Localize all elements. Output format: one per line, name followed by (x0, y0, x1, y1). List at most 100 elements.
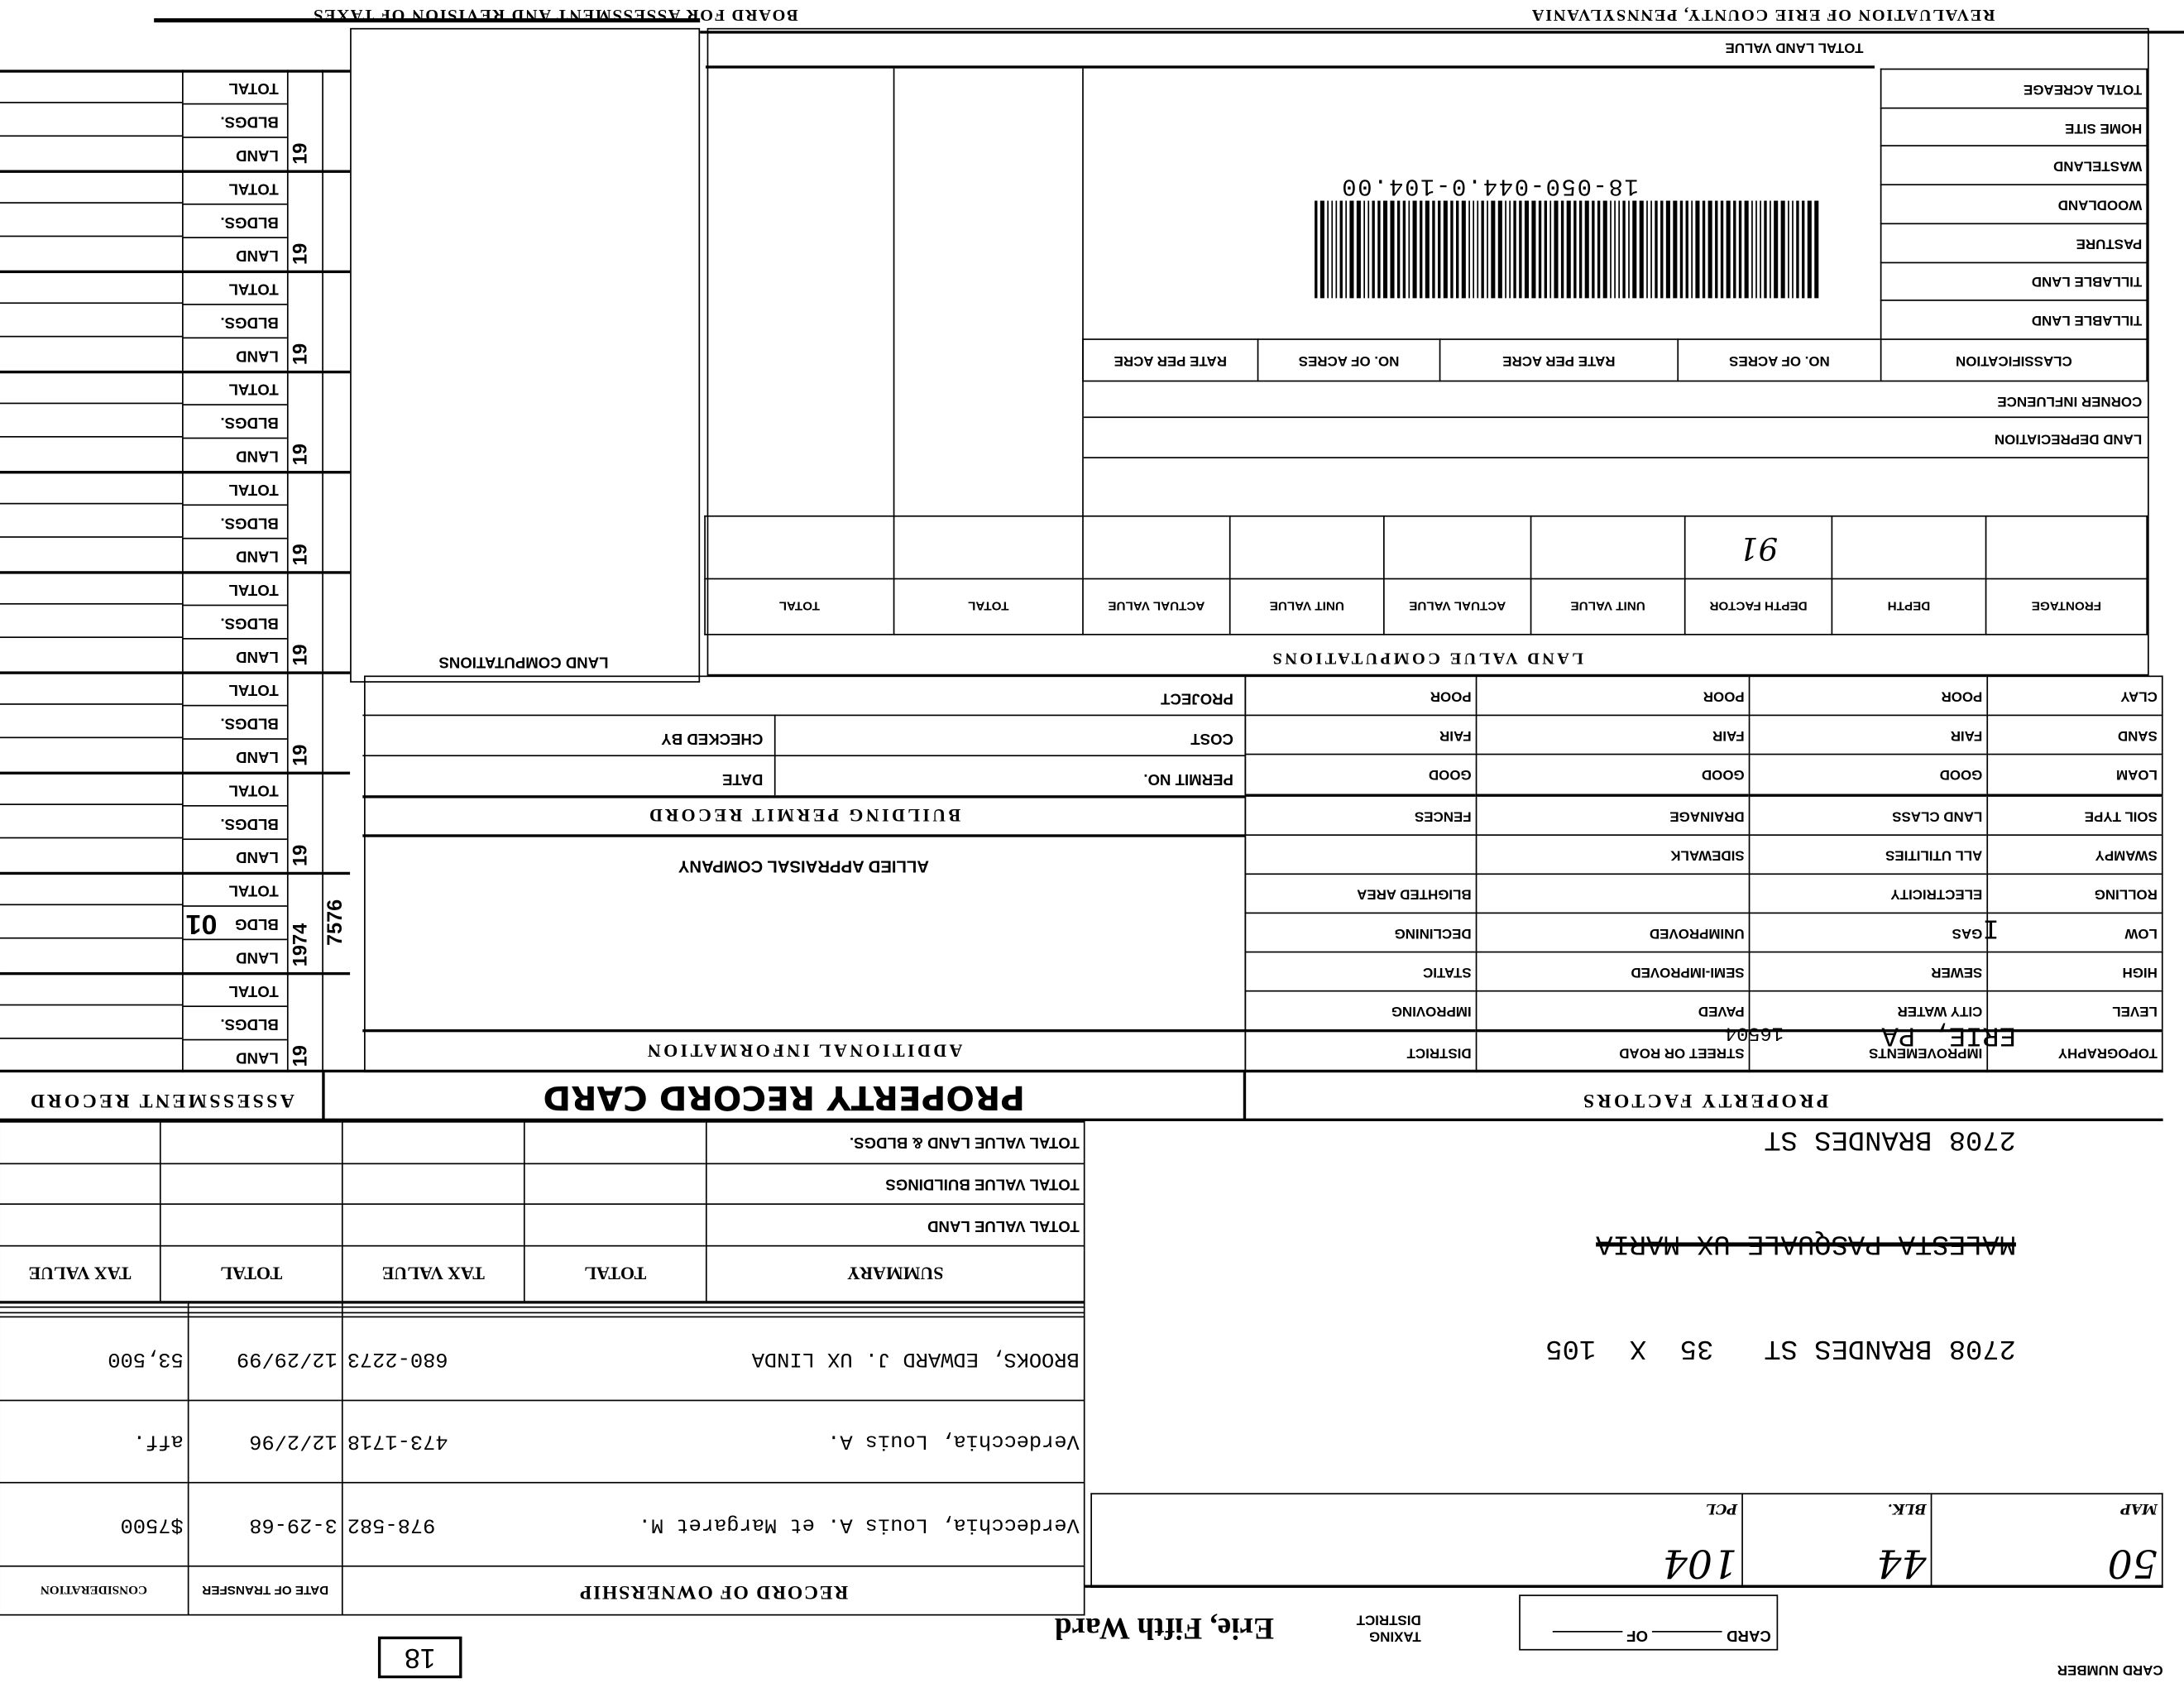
deed-book-page: 473-1718 (347, 1429, 448, 1454)
assessment-side-note (322, 571, 351, 672)
assessment-year-group: 19 LAND BLDGS. TOTAL (0, 70, 351, 170)
barcode-bar (1573, 200, 1577, 299)
property-factor-row: LOW GAS UNIMPROVED DECLINING (1245, 913, 2162, 952)
assessment-total-label: TOTAL (182, 671, 287, 705)
property-factor-row: HIGH SEWER SEMI-IMPROVED STATIC (1245, 952, 2162, 991)
parcel-barcode: 18-050-044.0-104.00 (1161, 171, 1819, 299)
ownership-table: RECORD OF OWNERSHIP DATE OF TRANSFER CONSI… (0, 1302, 1085, 1616)
assessment-year: 19 (286, 471, 323, 572)
barcode-bar (1331, 200, 1334, 299)
summary-header: SUMMARY (706, 1245, 1085, 1302)
ownership-row (0, 1307, 1085, 1312)
property-factor-row: LEVEL CITY WATER PAVED IMPROVING (1245, 990, 2162, 1032)
blk-value: 44 (1876, 1540, 1927, 1587)
assessment-land-label: LAND (182, 938, 287, 972)
barcode-bar (1796, 200, 1799, 299)
property-factor-cell: LEVEL (1987, 990, 2162, 1032)
barcode-bar (1792, 200, 1794, 299)
assessment-year: 19 (286, 571, 323, 672)
land-computations-title: LAND COMPUTATIONS (438, 653, 609, 670)
assessment-total-label: TOTAL (182, 771, 287, 805)
property-factor-cell: HIGH (1987, 952, 2162, 991)
owner-cell (342, 1307, 1085, 1312)
land-value-header: DEPTH (1832, 578, 1986, 635)
assessment-year-group: 19 LAND BLDGS. TOTAL (0, 170, 351, 271)
classification-label: WASTELAND (1880, 146, 2148, 185)
barcode-bar (1673, 200, 1678, 299)
assessment-bldgs-label: BLDGS. (182, 404, 287, 438)
property-factor-cell: GOOD (1749, 754, 1988, 795)
barcode-bar (1402, 200, 1406, 299)
summary-label: TOTAL VALUE LAND (706, 1204, 1085, 1246)
barcode-bar (1468, 200, 1470, 299)
ownership-row: Verdecchia, Louis A. et Margaret M. 978-5… (0, 1483, 1085, 1566)
assessment-side-note (322, 370, 351, 472)
barcode-bar (1592, 200, 1595, 299)
property-factor-cell: DISTRICT (1245, 1031, 1477, 1072)
barcode-bar (1524, 200, 1530, 299)
transfer-date (188, 1302, 342, 1308)
summary-value-cell (160, 1204, 342, 1246)
map-value: 50 (2107, 1540, 2158, 1587)
land-value-cell (1832, 516, 1986, 579)
permit-row: PERMIT NO. DATE (362, 755, 1245, 796)
barcode-bar (1473, 200, 1475, 299)
property-factor-row: TOPOGRAPHY IMPROVEMENTS STREET OR ROAD DIST… (1245, 1031, 2162, 1072)
barcode-bar (1335, 200, 1338, 299)
property-factor-row: CLAY POOR POOR POOR (1245, 676, 2162, 716)
taxing-district-label: TAXING DISTRICT (1356, 1611, 1421, 1644)
barcode-bar (1560, 200, 1564, 299)
assessment-year-group: 19 LAND BLDGS. TOTAL (0, 771, 351, 872)
barcode-bar (1320, 200, 1324, 299)
summary-value-cell (342, 1204, 524, 1246)
assessment-total-label: TOTAL (182, 471, 287, 505)
summary-value-cell (524, 1204, 706, 1246)
barcode-bar (1349, 200, 1354, 299)
assessment-land-label: LAND (182, 237, 287, 271)
barcode-bar (1383, 200, 1388, 299)
summary-row: TOTAL VALUE BUILDINGS (0, 1163, 1085, 1205)
barcode-bar (1691, 200, 1693, 299)
property-factor-cell: BLIGHTED AREA (1245, 874, 1477, 914)
owner-name: Verdecchia, Louis A. et Margaret M. (638, 1513, 1080, 1537)
property-factor-cell: CITY WATER (1749, 990, 1988, 1032)
assessment-bldgs-label: BLDGS. (182, 704, 287, 739)
summary-value-cell (0, 1163, 160, 1205)
property-factor-row: ROLLING ELECTRICITY BLIGHTED AREA (1245, 874, 2162, 914)
classification-header: CLASSIFICATION (1880, 339, 2148, 381)
assessment-total-label: TOTAL (182, 270, 287, 305)
assessment-bldgs-label: BLDGS. (182, 203, 287, 237)
transfer-date: 12/29/99 (188, 1316, 342, 1400)
barcode-bar (1356, 200, 1361, 299)
address-line: 2708 BRANDES ST (1764, 1122, 2016, 1155)
barcode-bar (1780, 200, 1785, 299)
property-factor-cell: SIDEWALK (1476, 835, 1750, 875)
property-factor-cell: GOOD (1245, 754, 1477, 795)
summary-row: TOTAL VALUE LAND (0, 1204, 1085, 1246)
ownership-row (0, 1302, 1085, 1308)
summary-header: TAX VALUE (342, 1245, 524, 1302)
barcode-bar (1610, 200, 1612, 299)
property-factor-cell: ELECTRICITY (1749, 874, 1988, 914)
property-factor-cell: GAS (1749, 913, 1988, 952)
property-factor-cell: PAVED (1476, 990, 1750, 1032)
card-label: CARD (1726, 1626, 1771, 1644)
property-factor-row: SAND FAIR FAIR FAIR (1245, 715, 2162, 755)
barcode-bar (1519, 200, 1522, 299)
land-value-cell (893, 516, 1084, 579)
assessment-total-label: TOTAL (182, 370, 287, 405)
summary-header: TOTAL (524, 1245, 706, 1302)
barcode-bar (1632, 200, 1637, 299)
ownership-title: RECORD OF OWNERSHIP (342, 1566, 1085, 1615)
county-title: REVALUATION OF ERIE COUNTY, PENNSYLVANIA (1530, 5, 1995, 26)
property-factor-cell: IMPROVEMENTS (1749, 1031, 1988, 1072)
barcode-bar (1438, 200, 1441, 299)
summary-label: TOTAL VALUE LAND & BLDGS. (706, 1121, 1085, 1163)
barcode-bar (1420, 200, 1423, 299)
barcode-bar (1707, 200, 1712, 299)
card-number-label: CARD NUMBER (2057, 1662, 2163, 1677)
property-factor-cell: POOR (1245, 676, 1477, 716)
property-factor-row: LOAM GOOD GOOD GOOD (1245, 754, 2162, 795)
barcode-bar (1602, 200, 1607, 299)
barcode-bar (1554, 200, 1559, 299)
